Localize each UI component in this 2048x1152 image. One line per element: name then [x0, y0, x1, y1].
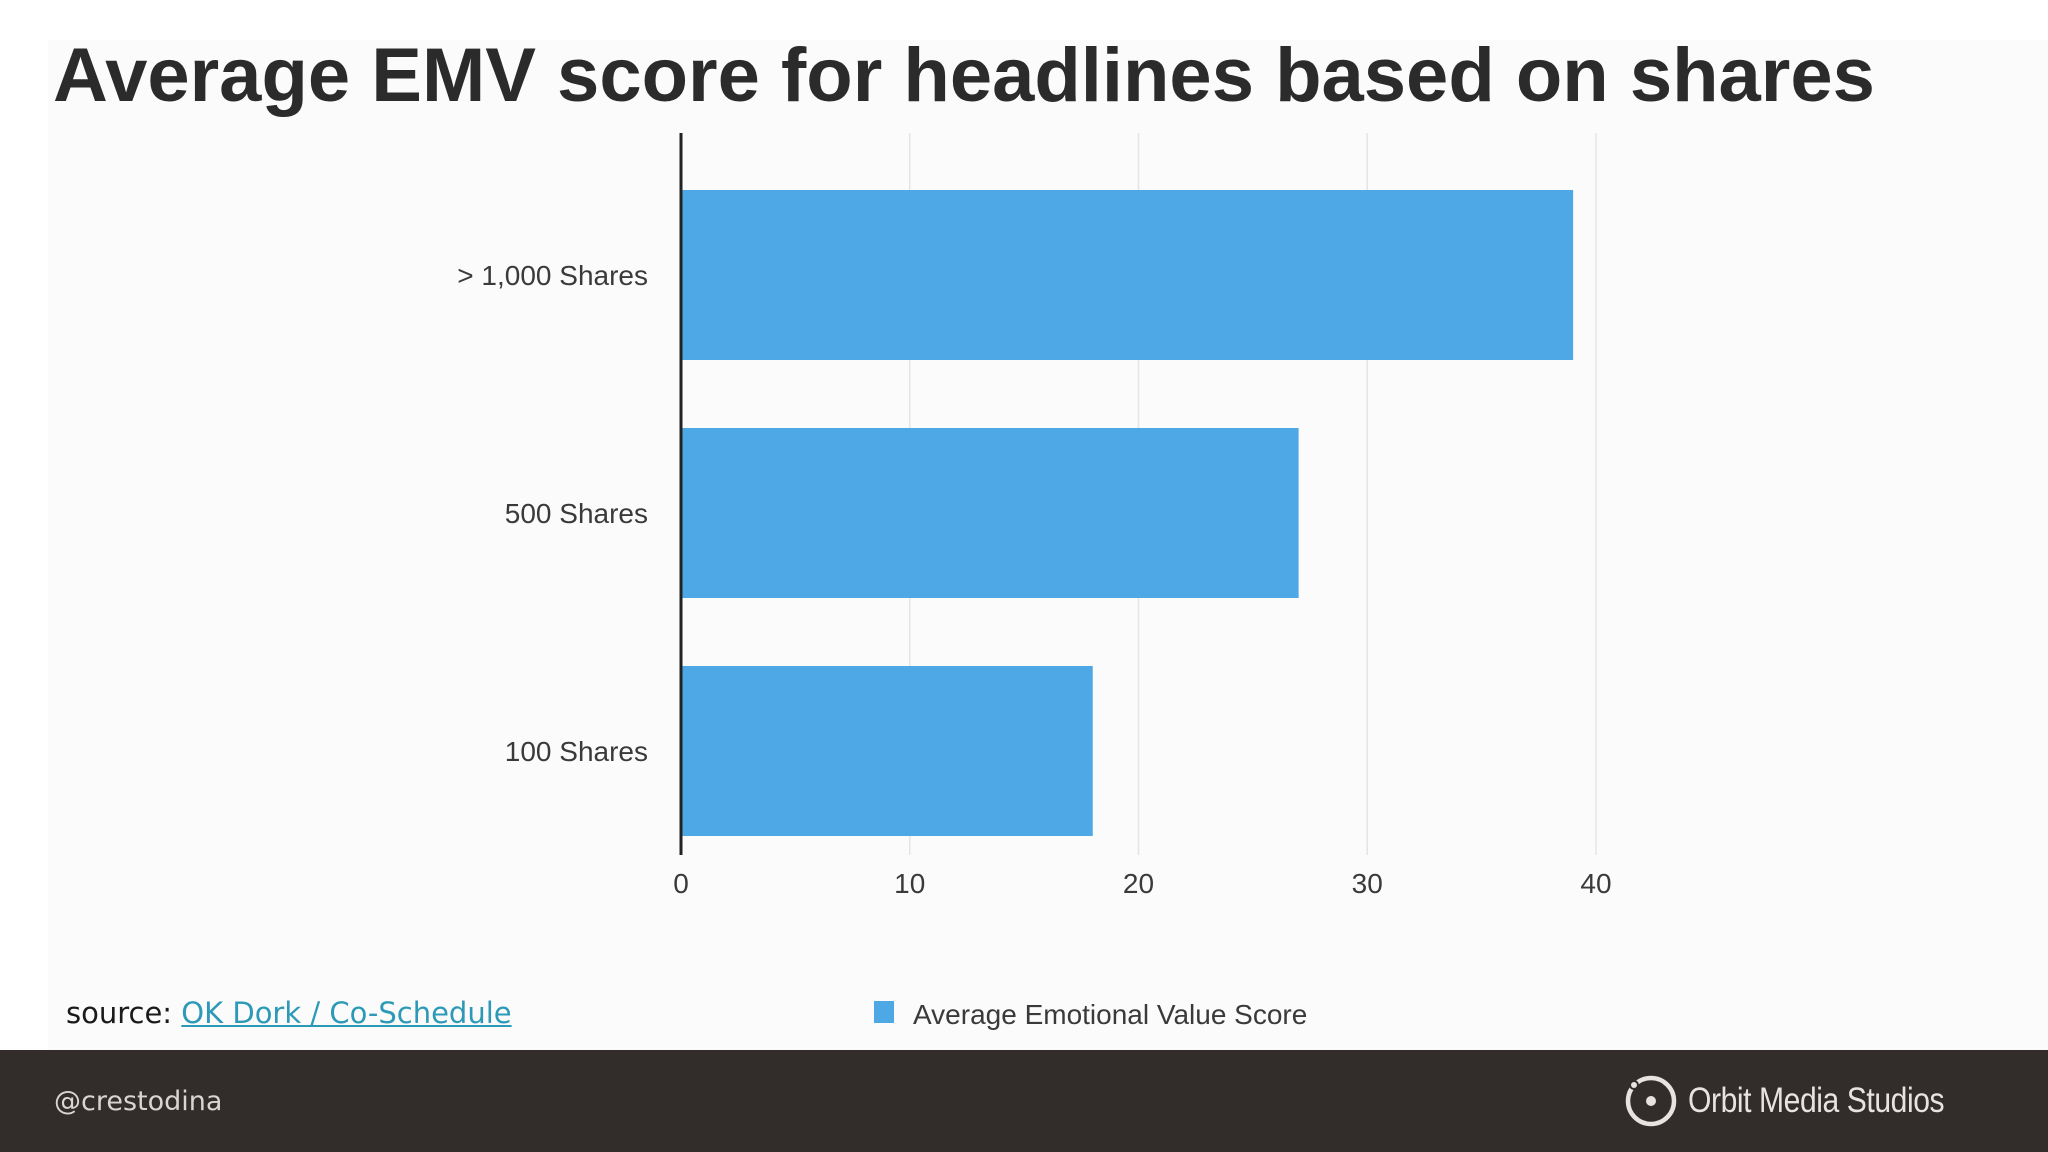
bar-chart: > 1,000 Shares 500 Shares 100 Shares 0 10 20… [457, 133, 1612, 1030]
x-tick-label: 20 [1123, 868, 1154, 899]
bar [681, 666, 1093, 836]
x-tick-label: 40 [1580, 868, 1611, 899]
slide-title: Average EMV score for headlines based on… [53, 33, 1875, 118]
category-label: > 1,000 Shares [457, 260, 648, 291]
chart-legend: Average Emotional Value Score [874, 999, 1307, 1030]
source-prefix: source: [66, 996, 182, 1030]
source-line: source: OK Dork / Co-Schedule [66, 993, 512, 1033]
x-tick-labels: 0 10 20 30 40 [673, 868, 1611, 899]
bar [681, 190, 1574, 360]
orbit-circle-icon [1625, 1075, 1677, 1127]
footer-bar: @crestodina Orbit Media Studios [0, 1050, 2048, 1152]
bar [681, 428, 1299, 598]
source-link[interactable]: OK Dork / Co-Schedule [181, 996, 512, 1030]
category-label: 100 Shares [505, 736, 648, 767]
category-labels: > 1,000 Shares 500 Shares 100 Shares [457, 260, 648, 767]
brand-logo-lockup: Orbit Media Studios [1624, 1072, 1968, 1130]
twitter-handle[interactable]: @crestodina [54, 1086, 223, 1117]
legend-label: Average Emotional Value Score [913, 999, 1307, 1030]
x-tick-label: 30 [1352, 868, 1383, 899]
chart-bars [681, 190, 1574, 836]
category-label: 500 Shares [505, 498, 648, 529]
brand-name: Orbit Media Studios [1688, 1081, 1945, 1120]
legend-swatch [874, 1001, 894, 1023]
x-tick-label: 10 [894, 868, 925, 899]
x-tick-label: 0 [673, 868, 689, 899]
